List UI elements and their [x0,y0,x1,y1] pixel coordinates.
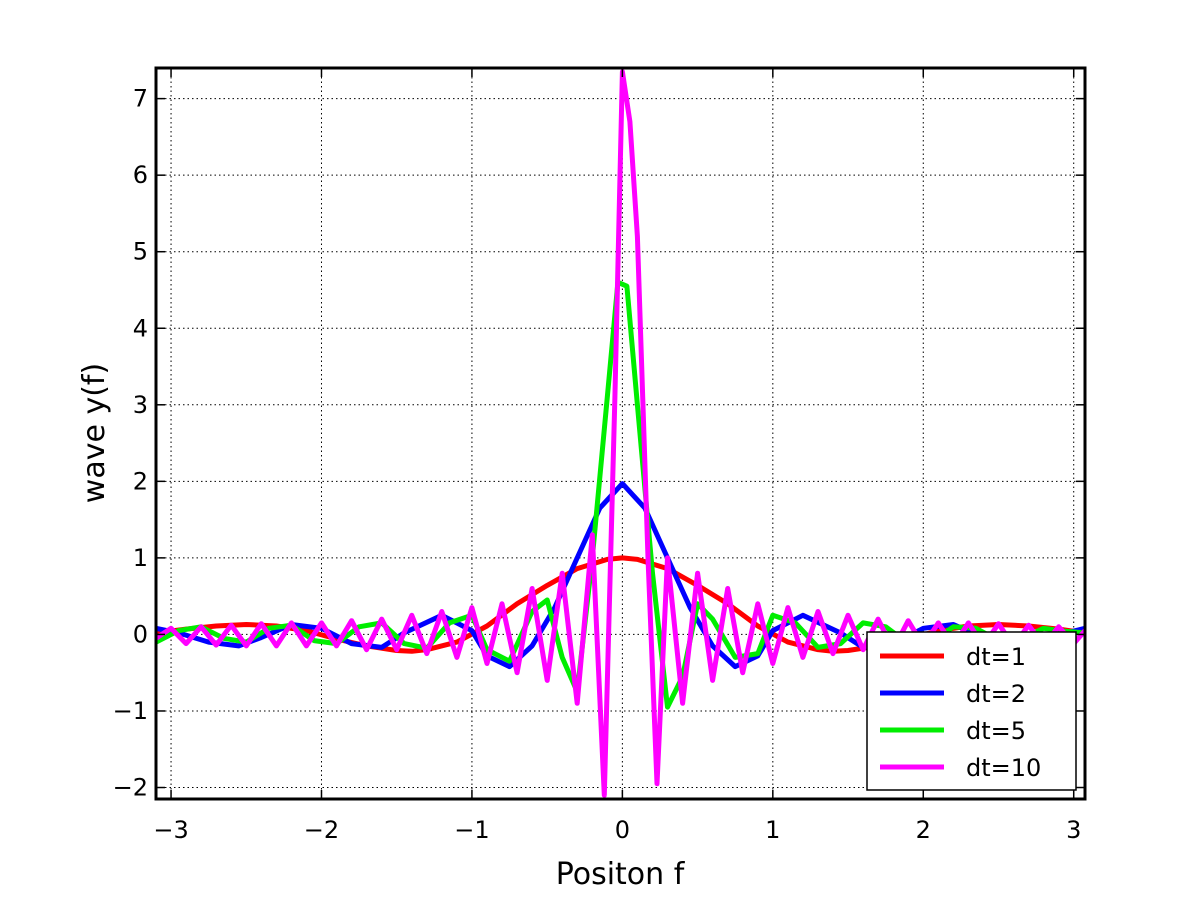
series-line-dt-2 [156,481,1085,670]
x-tick-label: 0 [615,816,630,844]
y-tick-label: 6 [133,161,148,189]
legend-label: dt=2 [966,680,1026,708]
y-tick-label: 7 [133,85,148,113]
y-tick-label: 5 [133,238,148,266]
plot-frame [154,66,1087,801]
y-tick-label: −1 [113,697,148,725]
legend-label: dt=5 [966,717,1026,745]
y-tick-label: −2 [113,774,148,802]
axis-ticks [156,68,1085,799]
y-tick-label: 1 [133,544,148,572]
legend: dt=1 dt=2 dt=5 dt=10 [866,631,1077,791]
y-tick-label: 4 [133,314,148,342]
y-tick-label: 0 [133,620,148,648]
x-tick-label: −1 [454,816,489,844]
x-tick-label: 2 [916,816,931,844]
x-axis-label: Positon f [556,857,686,892]
y-axis-label: wave y(f) [77,363,112,503]
legend-label: dt=10 [966,754,1041,782]
x-tick-label: −3 [153,816,188,844]
y-tick-label: 3 [133,391,148,419]
x-tick-label: −2 [304,816,339,844]
x-tick-label: 3 [1066,816,1081,844]
x-tick-label: 1 [765,816,780,844]
y-tick-label: 2 [133,467,148,495]
legend-label: dt=1 [966,643,1026,671]
